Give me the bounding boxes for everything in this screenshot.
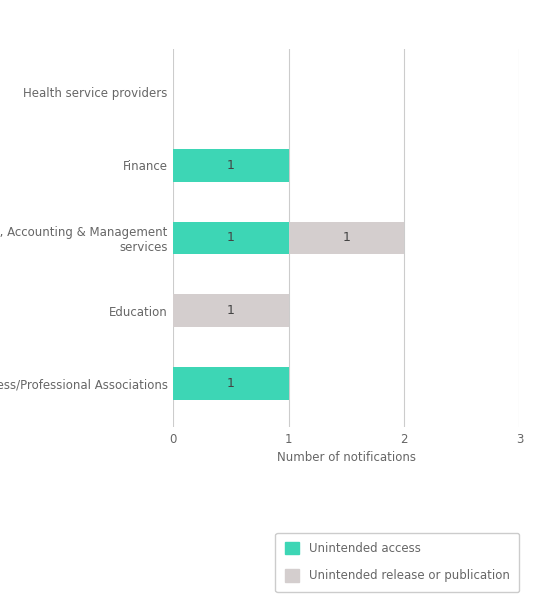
Bar — [173, 294, 288, 327]
Legend: Unintended access, Unintended release or publication: Unintended access, Unintended release or… — [275, 533, 519, 592]
Text: 1: 1 — [227, 231, 235, 245]
Text: 1: 1 — [227, 304, 235, 317]
Text: 1: 1 — [342, 231, 350, 245]
Text: 1: 1 — [227, 377, 235, 390]
X-axis label: Number of notifications: Number of notifications — [277, 451, 415, 464]
Bar — [173, 367, 288, 400]
Bar — [288, 221, 404, 254]
Text: 1: 1 — [227, 159, 235, 171]
Bar — [173, 149, 288, 182]
Bar — [173, 221, 288, 254]
